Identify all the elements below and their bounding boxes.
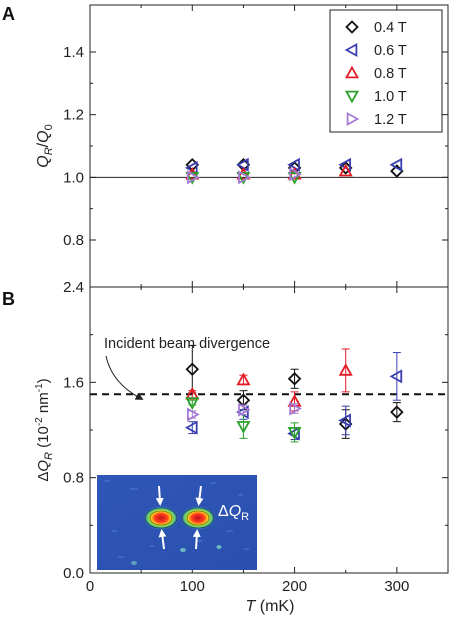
inset-arrow-up-left bbox=[158, 529, 167, 550]
x-tick-label: 300 bbox=[384, 578, 409, 595]
annotation-arrow bbox=[105, 355, 144, 400]
legend-label: 0.4 T bbox=[374, 20, 407, 36]
inset-spot-right bbox=[180, 506, 216, 530]
series-1-2-t bbox=[186, 167, 302, 185]
y-tick-label: 1.0 bbox=[63, 169, 84, 186]
series-0-6-t bbox=[184, 352, 403, 441]
panel-label-a: A bbox=[2, 4, 15, 24]
panel-label-b: B bbox=[2, 289, 15, 309]
x-tick-label: 200 bbox=[282, 578, 307, 595]
inset-arrow-down-left bbox=[155, 485, 164, 506]
data-point bbox=[184, 420, 198, 435]
y-axis-label-b: ΔQR (10-2 nm-1) bbox=[34, 378, 55, 481]
data-point bbox=[287, 371, 302, 386]
y-tick-label: 0.8 bbox=[63, 470, 84, 487]
data-point bbox=[236, 421, 251, 434]
inset-texture bbox=[104, 480, 249, 558]
series-0-8-t bbox=[185, 348, 353, 412]
data-point bbox=[389, 157, 403, 172]
y-tick-label: 1.4 bbox=[63, 44, 84, 61]
legend-marker bbox=[345, 20, 359, 34]
y-tick-label: 1.2 bbox=[63, 107, 84, 124]
data-point bbox=[186, 407, 200, 422]
y-tick-label: 1.6 bbox=[63, 374, 84, 391]
legend-marker bbox=[344, 65, 360, 79]
x-tick-label: 100 bbox=[180, 578, 205, 595]
data-point bbox=[389, 369, 403, 384]
legend-label: 1.0 T bbox=[374, 89, 407, 105]
inset-arrow-down-right bbox=[195, 485, 204, 506]
y-axis-label-a: QR/Q0 bbox=[35, 124, 55, 167]
data-point bbox=[289, 401, 302, 416]
legend-marker bbox=[346, 111, 360, 127]
inset-label: ΔQR bbox=[218, 503, 249, 523]
data-point bbox=[338, 163, 353, 177]
panel-b-axes: 0.0 0.8 1.6 2.4 0 100 200 300 bbox=[63, 279, 449, 595]
x-axis-label: T (mK) bbox=[246, 598, 295, 615]
inset-spot-left bbox=[143, 506, 179, 530]
data-point bbox=[289, 167, 302, 182]
data-point bbox=[236, 157, 249, 172]
data-point bbox=[185, 362, 200, 376]
y-tick-label: 0.8 bbox=[63, 232, 84, 249]
data-point bbox=[186, 170, 200, 185]
data-point bbox=[287, 157, 300, 172]
data-point bbox=[338, 413, 352, 428]
legend-label: 1.2 T bbox=[374, 112, 407, 128]
inset-arrow-up-right bbox=[192, 529, 201, 550]
legend-marker bbox=[344, 90, 360, 104]
data-point bbox=[236, 372, 251, 386]
legend: 0.4 T 0.6 T 0.8 T 1.0 T 1.2 T bbox=[329, 9, 443, 133]
panel-a-axes: 0.8 1.0 1.2 1.4 bbox=[63, 5, 449, 287]
legend-marker bbox=[344, 42, 358, 58]
series-1-2-t bbox=[186, 401, 302, 422]
data-point bbox=[238, 402, 251, 417]
data-point bbox=[287, 427, 302, 440]
data-point bbox=[338, 363, 353, 376]
legend-label: 0.8 T bbox=[374, 66, 407, 82]
data-point bbox=[238, 170, 251, 185]
y-tick-label: 2.4 bbox=[63, 279, 84, 296]
inset-image: ΔQR bbox=[97, 475, 257, 570]
x-tick-label: 0 bbox=[86, 578, 94, 595]
y-tick-label: 0.0 bbox=[63, 565, 84, 582]
annotation-beam-divergence: Incident beam divergence bbox=[104, 336, 270, 352]
data-point bbox=[390, 405, 404, 419]
legend-label: 0.6 T bbox=[374, 43, 407, 59]
series-0-8-t bbox=[185, 163, 353, 180]
series-1-0-t bbox=[185, 397, 302, 443]
data-point bbox=[185, 397, 200, 410]
